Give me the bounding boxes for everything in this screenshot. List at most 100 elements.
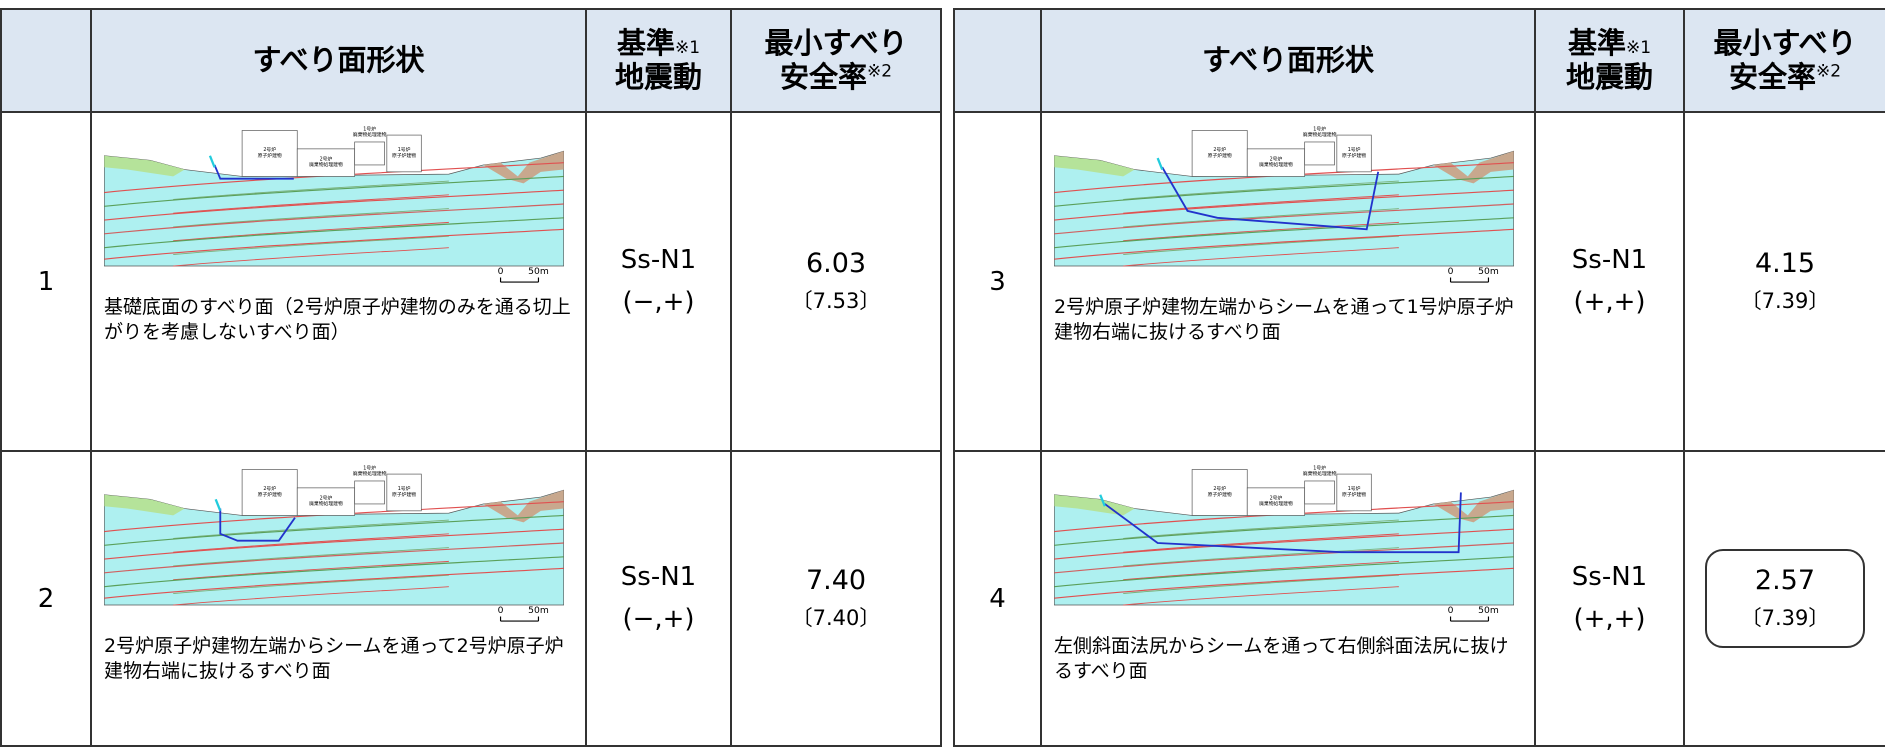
motion-cell: Ss-N1 (+,+) [1534,450,1685,747]
stratum [1123,560,1399,581]
slip-end [208,155,216,168]
row-number: 3 [953,111,1042,452]
motion: Ss-N1 [620,244,697,275]
stratum [104,189,564,221]
stratum [1123,547,1399,567]
building-label: 廃棄物処理建物 [353,470,387,477]
building [354,141,385,166]
motion: Ss-N1 [1571,244,1648,275]
scale-label: 50m [528,266,549,277]
building-label: 2号炉 [263,485,276,492]
stratum [1054,175,1514,207]
stratum [173,194,449,214]
slope-left [104,155,185,177]
header-row: すべり面形状 基準※1 地震動 最小すべり 安全率※2 [953,8,1885,113]
building [1246,487,1306,516]
stratum [173,235,449,255]
slip-end [214,498,222,512]
motion: Ss-N1 [620,561,697,592]
motion-cell: Ss-N1 (−,+) [585,450,732,747]
building-label: 廃棄物処理建物 [309,500,343,507]
slip-surface [213,164,294,180]
building [1191,130,1248,177]
stratum [1123,194,1399,214]
stratum [104,514,564,546]
scale-label: 50m [1478,605,1499,616]
building-label: 原子炉建物 [1208,152,1232,159]
stratum [173,180,449,200]
building [296,148,356,177]
stratum [1054,556,1514,588]
stratum [1054,189,1514,221]
scale-label: 0 [1448,605,1454,616]
caption: 2号炉原子炉建物左端からシームを通って2号炉原子炉建物右端に抜けるすべり面 [104,635,564,682]
stratum [1054,542,1514,574]
building-label: 2号炉 [320,155,333,162]
safety-factor: 2.57 [1754,565,1816,596]
building-label: 2号炉 [1270,494,1283,501]
stratum [173,533,449,553]
slope-left [1054,155,1135,177]
building-label: 原子炉建物 [1342,152,1366,159]
scale-label: 0 [498,605,504,616]
building-label: 2号炉 [1270,155,1283,162]
stratum [1123,247,1399,267]
building-label: 2号炉 [263,146,276,153]
header-safety: 最小すべり 安全率※2 [730,8,942,113]
slip-surface [219,508,296,542]
building [1246,148,1306,177]
header-motion: 基準※1 地震動 [585,8,732,113]
stratum [1054,514,1514,546]
building-label: 廃棄物処理建物 [1303,470,1337,477]
row-number: 1 [0,111,92,452]
row-number: 2 [0,450,92,747]
building [1336,473,1372,512]
building-label: 1号炉 [1348,146,1361,153]
building [1336,134,1372,173]
safety-factor: 4.15 [1754,248,1816,279]
stratum [1054,217,1514,249]
header-note: ※2 [1815,60,1842,81]
building-label: 1号炉 [363,464,376,471]
caption: 左側斜面法尻からシームを通って右側斜面法尻に抜けるすべり面 [1054,635,1509,682]
safety-factor: 7.40 [805,565,867,596]
stratum [1054,203,1514,235]
result-table: すべり面形状 基準※1 地震動 最小すべり 安全率※2 1 2号炉 原子炉建物 2号炉 廃棄物処理… [0,8,942,747]
slip-surface [1104,492,1462,554]
stratum [1123,221,1399,242]
shape-cell: 2号炉 原子炉建物 2号炉 廃棄物処理建物 1号炉 廃棄物処理建物 1号炉 原子炉建物 0 50m… [1040,111,1536,452]
scale-label: 0 [498,266,504,277]
building-label: 廃棄物処理建物 [1259,161,1293,168]
scale-label: 50m [528,605,549,616]
safety-cell: 6.03 〔7.53〕 [730,111,942,452]
header-shape: すべり面形状 [90,8,587,113]
building-label: 原子炉建物 [1208,491,1232,498]
header-text: 基準 [616,26,675,61]
stratum [173,586,449,606]
stratum [1054,528,1514,560]
slope-right [483,151,564,184]
slip-end [1099,494,1106,507]
header-row: すべり面形状 基準※1 地震動 最小すべり 安全率※2 [0,8,942,113]
building [1191,469,1248,516]
header-blank [0,8,92,113]
motion-sign: (+,+) [1573,603,1646,634]
scale-label: 50m [1478,266,1499,277]
motion-cell: Ss-N1 (−,+) [585,111,732,452]
result-table: すべり面形状 基準※1 地震動 最小すべり 安全率※2 3 2号炉 原子炉建物 2号炉 廃棄物処理… [953,8,1885,747]
reference-factor: 〔7.53〕 [791,289,881,313]
caption: 2号炉原子炉建物左端からシームを通って1号炉原子炉建物右端に抜けるすべり面 [1054,296,1514,343]
stratum [104,203,564,235]
stratum [1123,574,1399,594]
shape-cell: 2号炉 原子炉建物 2号炉 廃棄物処理建物 1号炉 廃棄物処理建物 1号炉 原子炉建物 0 50m… [90,111,587,452]
building-label: 原子炉建物 [258,152,282,159]
stratum [173,221,449,242]
building-label: 1号炉 [363,125,376,132]
slip-end [1156,157,1164,170]
shape-cell: 2号炉 原子炉建物 2号炉 廃棄物処理建物 1号炉 廃棄物処理建物 1号炉 原子炉建物 0 50m… [90,450,587,747]
stratum [173,247,449,267]
row-number: 4 [953,450,1042,747]
